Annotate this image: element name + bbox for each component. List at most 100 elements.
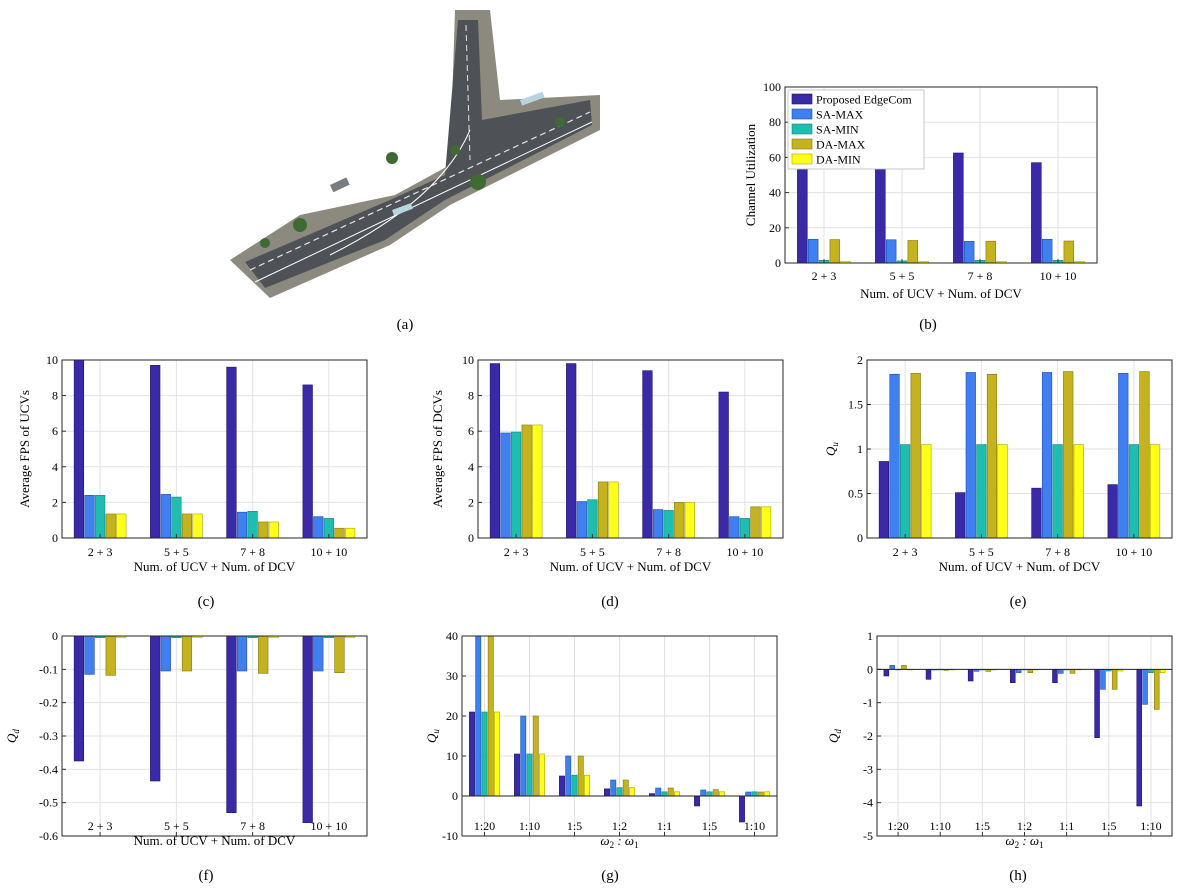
chart-f: -0.6 -0.5 -0.4 -0.3 -0.2 -0.1 0 2 + 3 5 + 5 7 + 8… bbox=[4, 629, 368, 884]
bar-series-1-15 bbox=[559, 775, 565, 797]
bar-series-5-5+5 bbox=[608, 481, 619, 539]
caption-a: (a) bbox=[397, 317, 414, 333]
bar-series-1-120 bbox=[469, 711, 475, 797]
bar-series-1-7+8 bbox=[953, 152, 964, 264]
bar-series-5-7+8 bbox=[684, 502, 695, 539]
x-tick-label: 2 + 3 bbox=[812, 269, 837, 283]
bar-series-2-15 bbox=[1100, 669, 1106, 690]
y-tick-label: 80 bbox=[769, 115, 781, 129]
x-tick-label: 10 + 10 bbox=[310, 545, 347, 559]
bar-series-4-110 bbox=[532, 715, 539, 797]
bar-series-1-2+3 bbox=[878, 461, 890, 539]
bar-series-1-5+5 bbox=[566, 363, 577, 539]
bar-series-4-110 bbox=[1154, 669, 1160, 710]
y-tick-label: -10 bbox=[442, 829, 458, 843]
y-tick-label: 20 bbox=[769, 221, 781, 235]
bar-series-4-5+5 bbox=[181, 513, 193, 539]
bar-series-4-2+3 bbox=[521, 424, 532, 539]
y-axis-label: Qu bbox=[424, 729, 441, 743]
bar-series-2-10+10 bbox=[313, 516, 324, 539]
bar-series-1-5+5 bbox=[150, 365, 161, 539]
bar-series-4-10+10 bbox=[334, 635, 345, 673]
bar-series-4-11 bbox=[667, 787, 674, 797]
bar-series-5-2+3 bbox=[921, 444, 932, 539]
bar-series-5-10+10 bbox=[1149, 444, 1161, 539]
bar-series-3-2+3 bbox=[511, 431, 522, 539]
y-tick-label: 0 bbox=[52, 629, 58, 643]
bar-series-1-5+5 bbox=[955, 492, 966, 539]
bar-series-4-7+8 bbox=[1063, 371, 1074, 539]
bar-series-3-7+8 bbox=[663, 510, 674, 539]
x-tick-label: 1:2 bbox=[1017, 819, 1032, 833]
bar-series-3-10+10 bbox=[1128, 444, 1139, 539]
bar-series-5-5+5 bbox=[997, 444, 1008, 539]
bar-series-2-7+8 bbox=[236, 635, 248, 672]
bar-series-3-15 bbox=[571, 774, 578, 797]
bar-series-1-15 bbox=[694, 795, 700, 807]
x-axis-label: Num. of UCV + Num. of DCV bbox=[134, 833, 296, 848]
bar-series-1-7+8 bbox=[1031, 487, 1042, 539]
bar-series-5-110 bbox=[539, 753, 545, 797]
y-axis-label: Qu bbox=[823, 442, 840, 456]
bar-series-3-5+5 bbox=[171, 496, 182, 539]
bar-series-3-7+8 bbox=[247, 510, 258, 539]
x-tick-label: 1:1 bbox=[1059, 819, 1074, 833]
y-tick-label: 4 bbox=[468, 460, 474, 474]
bar-series-3-12 bbox=[616, 787, 623, 797]
bar-series-4-7+8 bbox=[258, 521, 269, 539]
y-tick-label: -0.1 bbox=[39, 662, 58, 676]
bar-series-1-5+5 bbox=[875, 152, 886, 264]
y-tick-label: 100 bbox=[763, 80, 781, 94]
chart-e: 0 0.5 1 1.5 2 2 + 3 5 + 5 7 + 8 10 + 10 Num. of U… bbox=[823, 353, 1173, 610]
caption-g: (g) bbox=[601, 868, 619, 884]
caption-b: (b) bbox=[919, 317, 937, 333]
y-tick-label: 0 bbox=[52, 531, 58, 545]
bar-series-2-2+3 bbox=[500, 432, 511, 539]
bar-series-4-10+10 bbox=[1139, 371, 1150, 539]
plot-area bbox=[62, 360, 367, 538]
bar-series-5-5+5 bbox=[192, 513, 203, 539]
y-tick-label: -0.6 bbox=[39, 829, 58, 843]
x-tick-label: 5 + 5 bbox=[164, 545, 189, 559]
bar-series-4-5+5 bbox=[181, 635, 193, 672]
legend-swatch-3 bbox=[791, 123, 813, 135]
bar-series-2-7+8 bbox=[1041, 372, 1053, 539]
bar-series-5-7+8 bbox=[268, 521, 279, 539]
bar-series-1-15 bbox=[1094, 669, 1100, 738]
bar-series-5-110 bbox=[764, 791, 770, 797]
y-tick-label: 2 bbox=[52, 495, 58, 509]
x-tick-label: 10 + 10 bbox=[1040, 269, 1077, 283]
bar-series-1-10+10 bbox=[1107, 484, 1118, 539]
bar-series-1-7+8 bbox=[226, 366, 237, 539]
axes-box bbox=[61, 359, 368, 539]
x-tick-label: 5 + 5 bbox=[580, 545, 605, 559]
bar-series-4-7+8 bbox=[674, 502, 685, 539]
x-tick-label: 2 + 3 bbox=[88, 819, 113, 833]
caption-e: (e) bbox=[1010, 594, 1027, 610]
bar-series-1-2+3 bbox=[489, 363, 501, 539]
bar-series-4-7+8 bbox=[985, 240, 997, 264]
x-axis-label: Num. of UCV + Num. of DCV bbox=[550, 559, 712, 574]
legend-label-2: SA-MAX bbox=[816, 108, 864, 122]
bar-series-4-15 bbox=[712, 789, 719, 797]
legend-label-1: Proposed EdgeCom bbox=[816, 93, 912, 107]
bar-series-2-110 bbox=[1142, 669, 1148, 705]
bar-series-4-11 bbox=[1069, 669, 1076, 674]
y-tick-label: 1 bbox=[857, 442, 863, 456]
y-tick-label: -0.4 bbox=[39, 762, 58, 776]
bar-series-4-12 bbox=[622, 779, 629, 797]
x-tick-label: 1:5 bbox=[702, 819, 717, 833]
y-tick-label: 0 bbox=[452, 789, 458, 803]
bar-series-4-5+5 bbox=[907, 240, 919, 264]
y-tick-label: 8 bbox=[468, 389, 474, 403]
x-tick-label: 7 + 8 bbox=[1045, 545, 1070, 559]
bar-series-1-2+3 bbox=[73, 359, 85, 539]
bar-series-3-110 bbox=[751, 791, 758, 797]
bar-series-5-2+3 bbox=[532, 424, 543, 539]
bar-series-5-7+8 bbox=[1073, 444, 1084, 539]
bar-series-1-2+3 bbox=[797, 167, 808, 264]
y-tick-label: 4 bbox=[52, 460, 58, 474]
bar-series-3-110 bbox=[526, 753, 533, 797]
